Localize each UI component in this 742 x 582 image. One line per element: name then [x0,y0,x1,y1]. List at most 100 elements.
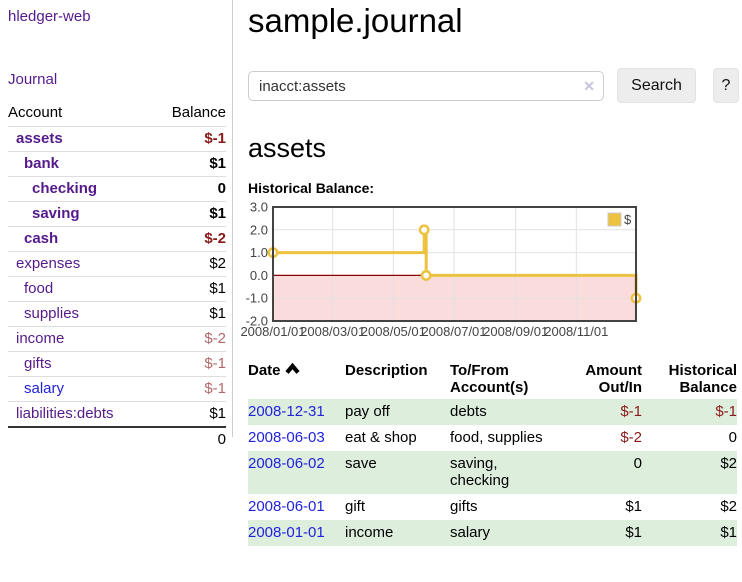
account-heading: assets [248,133,327,163]
sidebar: hledger-web Journal Account Balance asse… [0,0,233,452]
account-balance: $1 [152,151,226,177]
account-link-gifts[interactable]: gifts [24,355,52,372]
transaction-date-link[interactable]: 2008-01-01 [248,524,325,541]
x-tick-label: 2008/07/01 [421,324,486,339]
legend-label: $ [624,212,632,227]
register-header-amount: Amount Out/In [585,362,642,396]
account-link-bank[interactable]: bank [24,155,60,172]
account-link-expenses[interactable]: expenses [16,255,81,272]
x-tick-label: 2008/05/01 [361,324,426,339]
historical-balance-chart: $3.0 2.0 1.0 0.0 -1.0 -2.02008/01/012008/03/0… [240,200,642,339]
register-header-balance: Historical Balance [668,362,737,396]
transaction-date-link[interactable]: 2008-12-31 [248,403,325,420]
account-row: liabilities:debts $1 [8,401,226,427]
accounts-total-balance: 0 [152,426,226,452]
table-row: 2008-06-03 eat & shop food, supplies $-2 0 [248,425,737,451]
page-title: sample.journal [248,2,463,39]
account-balance: $-2 [152,226,226,252]
app-title-link[interactable]: hledger-web [8,8,91,25]
account-row: assets $-1 [8,126,226,152]
account-row: checking 0 [8,176,226,202]
account-link-income[interactable]: income [16,330,65,347]
transaction-balance: $-1 [642,399,737,425]
transaction-amount: $1 [625,498,642,515]
search-form: ✕ Search ? [240,68,742,104]
transaction-description: income [345,520,450,546]
account-balance: $1 [152,301,226,327]
account-link-cash[interactable]: cash [24,230,59,247]
account-link-checking[interactable]: checking [32,180,98,197]
chart-title: Historical Balance: [248,180,375,196]
table-row: 2008-06-02 save saving, checking 0 $2 [248,451,737,494]
account-balance: $2 [152,251,226,277]
transaction-date-link[interactable]: 2008-06-02 [248,455,325,472]
account-link-supplies[interactable]: supplies [24,305,80,322]
account-balance: $1 [152,276,226,302]
transaction-balance: 0 [728,429,737,446]
transaction-balance: $2 [642,451,737,494]
accounts-total-row: 0 [8,426,226,452]
account-row: salary $-1 [8,376,226,402]
account-link-saving[interactable]: saving [32,205,80,222]
transaction-date-link[interactable]: 2008-06-01 [248,498,325,515]
account-balance: $-1 [152,126,226,152]
x-tick-label: 2008/03/01 [300,324,365,339]
chevron-up-icon [284,363,300,374]
transaction-accounts: saving, checking [450,451,560,494]
transaction-accounts: gifts [450,498,478,515]
x-tick-label: 2008/01/01 [240,324,305,339]
transaction-balance: $2 [720,498,737,515]
transaction-balance: $1 [642,520,737,546]
account-balance: 0 [152,176,226,202]
transaction-accounts: salary [450,520,560,546]
data-point-marker [418,224,430,236]
transaction-amount: $-1 [560,399,642,425]
account-link-food[interactable]: food [24,280,54,297]
transaction-amount: $-2 [620,429,642,446]
transaction-amount: 0 [560,451,642,494]
register-header-date[interactable]: Date [248,360,345,399]
y-tick-label: 3.0 [250,200,268,215]
account-row: saving $1 [8,201,226,227]
register-header-accounts: To/From Account(s) [450,362,529,396]
search-box: ✕ [248,71,604,101]
account-row: food $1 [8,276,226,302]
account-row: supplies $1 [8,301,226,327]
y-tick-label: 0.0 [250,268,268,283]
account-link-liabilities-debts[interactable]: liabilities:debts [16,405,114,422]
x-tick-label: 2008/09/01 [483,324,548,339]
main-content: sample.journal ✕ Search ? assets Histori… [240,0,742,582]
transaction-accounts: food, supplies [450,429,543,446]
legend-swatch [607,212,622,227]
search-button[interactable]: Search [617,68,696,103]
clear-search-icon[interactable]: ✕ [583,78,595,94]
search-input[interactable] [248,71,604,101]
account-balance: $1 [152,401,226,427]
account-row: expenses $2 [8,251,226,277]
transaction-date-link[interactable]: 2008-06-03 [248,429,325,446]
help-button[interactable]: ? [713,68,739,103]
account-balance: $-1 [152,376,226,402]
table-row: 2008-01-01 income salary $1 $1 [248,520,737,546]
account-balance: $-1 [152,351,226,377]
account-link-salary[interactable]: salary [24,380,65,397]
transaction-accounts: debts [450,399,560,425]
account-row: income $-2 [8,326,226,352]
accounts-header-account: Account [8,104,63,121]
y-tick-label: 1.0 [250,245,268,260]
data-point-marker [420,269,432,281]
sidebar-item-journal[interactable]: Journal [8,71,58,88]
accounts-header-balance: Balance [171,104,226,121]
transaction-description: save [345,451,450,494]
y-tick-label: 2.0 [250,222,268,237]
account-row: bank $1 [8,151,226,177]
account-balance: $1 [152,201,226,227]
register-header-description: Description [345,362,428,379]
y-tick-label: -1.0 [246,291,268,306]
transactions-table: Date Description To/From Account(s) Amou… [248,360,737,546]
accounts-table: Account Balance assets $-1 bank $1 checking 0… [8,100,226,452]
account-row: cash $-2 [8,226,226,252]
transaction-description: pay off [345,399,450,425]
account-link-assets[interactable]: assets [16,130,63,147]
account-balance: $-2 [152,326,226,352]
